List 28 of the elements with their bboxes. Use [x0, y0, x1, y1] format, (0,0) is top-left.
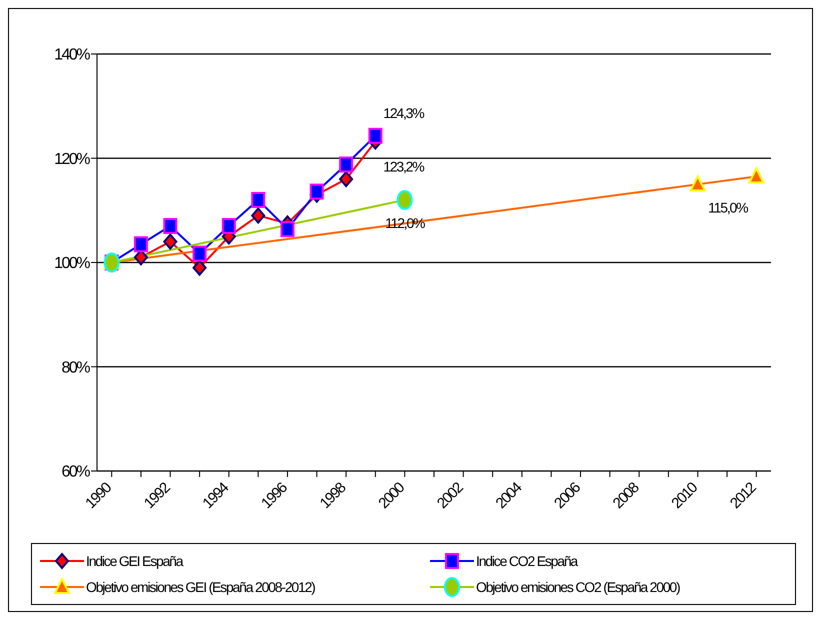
y-tick-label: 100%: [54, 255, 90, 272]
point: [339, 156, 354, 173]
point: [163, 218, 178, 234]
legend-label: Objetivo emisiones CO2 (España 2000): [476, 579, 680, 595]
point: [134, 236, 148, 252]
y-tick-label: 60%: [61, 464, 90, 481]
legend-label: Indice GEI España: [86, 553, 182, 569]
data-label: 124,3%: [383, 104, 424, 121]
legend-label: Objetivo emisiones GEI (España 2008-2012): [86, 579, 315, 595]
point: [222, 218, 236, 234]
point: [339, 171, 354, 188]
point: [280, 221, 294, 238]
data-label: 123,2%: [383, 158, 424, 175]
point: [368, 128, 382, 144]
point: [163, 234, 178, 250]
legend-label: Indice CO2 España: [476, 553, 578, 569]
y-tick-label: 140%: [54, 46, 90, 64]
point: [192, 260, 207, 276]
y-tick-label: 120%: [54, 150, 90, 168]
point: [690, 175, 706, 192]
point: [251, 208, 266, 224]
point: [748, 167, 764, 184]
point: [251, 192, 266, 208]
point: [192, 246, 207, 262]
data-label: 115,0%: [708, 199, 748, 216]
point: [396, 190, 413, 210]
y-tick-label: 80%: [61, 359, 90, 376]
point: [310, 184, 324, 200]
